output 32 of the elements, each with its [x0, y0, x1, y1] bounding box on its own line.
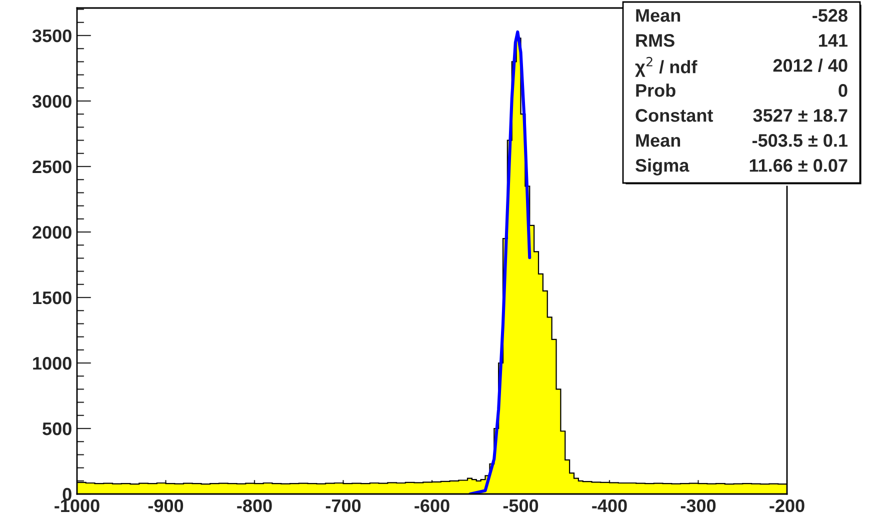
annotation: χ$^{2}$ / ndf: [635, 56, 698, 77]
annotation: Mean: [636, 9, 680, 22]
annotation: Constant: [636, 109, 714, 122]
y-tick-label: 3500: [32, 29, 72, 42]
line-series: [468, 30, 532, 494]
x-tick-label: -800: [237, 499, 272, 512]
annotation: 11.66 ± 0.07: [750, 159, 848, 172]
y-tick-label: 1000: [33, 356, 72, 370]
annotation: RMS: [636, 34, 674, 47]
x-tick-label: -900: [148, 499, 184, 512]
text: 141: [819, 34, 848, 47]
text: 0: [838, 84, 848, 97]
x-tick-label: -700: [326, 499, 361, 512]
x-tick-label: -600: [414, 499, 450, 512]
text: -528: [812, 9, 848, 22]
y-tick-label: 2500: [32, 160, 72, 174]
x-tick-label: -400: [592, 499, 627, 512]
annotation: 3527 ± 18.7: [753, 109, 848, 122]
x-tick-label: -1000: [54, 499, 100, 512]
y-tick-label: 2000: [32, 226, 72, 239]
annotation: Sigma: [636, 158, 690, 176]
y-tick-label: 0: [62, 488, 72, 501]
y-tick-label: 500: [42, 422, 72, 436]
y-tick-label: 3000: [32, 94, 72, 108]
annotation: 2012 / 40: [773, 58, 848, 72]
y-tick-label: 1500: [33, 291, 72, 304]
x-tick-label: -200: [770, 499, 804, 512]
annotation: Prob: [636, 84, 676, 97]
x-tick-label: -300: [680, 499, 716, 512]
annotation: Mean: [636, 134, 680, 147]
x-tick-label: -500: [503, 499, 538, 512]
annotation: -503.5 ± 0.1: [752, 134, 848, 147]
